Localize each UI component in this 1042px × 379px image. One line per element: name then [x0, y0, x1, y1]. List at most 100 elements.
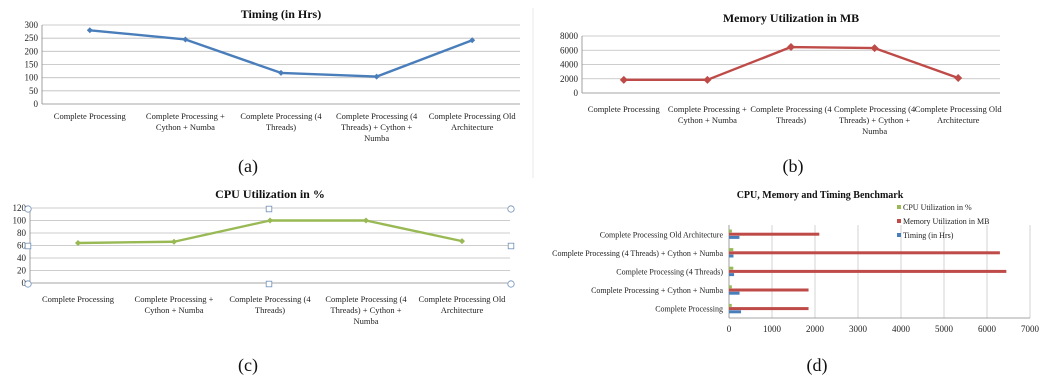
resize-handle-edge	[24, 242, 32, 250]
x-category-label: Numba	[353, 316, 378, 326]
bar	[729, 307, 809, 311]
x-category-label: Complete Processing (4	[834, 104, 916, 114]
x-category-label: Complete Processing	[54, 111, 127, 121]
x-category-label: Architecture	[937, 115, 980, 125]
y-tick-label: 150	[25, 60, 39, 70]
x-category-label: Cython + Numba	[678, 115, 737, 125]
legend-label: Memory Utilization in MB	[903, 217, 989, 226]
x-category-label: Complete Processing (4	[240, 111, 322, 121]
chart-title: Timing (in Hrs)	[241, 7, 321, 21]
x-category-label: Complete Processing +	[146, 111, 225, 121]
y-tick-label: 0	[574, 88, 579, 98]
x-category-label: Complete Processing (4	[336, 111, 418, 121]
x-tick-label: 4000	[892, 324, 911, 334]
bar	[729, 229, 732, 233]
x-category-label: Complete Processing (4	[325, 294, 407, 304]
x-category-label: Cython + Numba	[156, 122, 215, 132]
resize-handle-edge	[265, 205, 273, 213]
y-tick-label: 4000	[560, 60, 579, 70]
chart-title: CPU Utilization in %	[215, 187, 325, 201]
data-point	[86, 27, 93, 34]
y-tick-label: 6000	[560, 45, 579, 55]
y-category-label: Complete Processing + Cython + Numba	[591, 286, 723, 295]
figure-caption: (d)	[807, 355, 828, 376]
figure-caption: (a)	[238, 156, 258, 177]
bar	[729, 235, 740, 239]
resize-handle-corner	[507, 205, 515, 213]
line-chart-a: Timing (in Hrs) 0 50 100 150 200 250 300 Complet…	[25, 7, 520, 177]
line-chart-c: CPU Utilization in % 0 20 40 60 80 100 120 Compl…	[13, 187, 510, 376]
bar	[729, 269, 1007, 273]
bar	[729, 232, 820, 236]
x-category-label: Architecture	[441, 305, 484, 315]
x-category-label: Numba	[364, 133, 389, 143]
data-point	[278, 69, 284, 76]
data-point	[267, 217, 273, 224]
x-category-label: Threads)	[266, 122, 296, 132]
bar	[729, 266, 734, 270]
chart-title: Memory Utilization in MB	[723, 11, 859, 25]
y-category-label: Complete Processing	[655, 305, 723, 314]
x-category-label: Complete Processing +	[668, 104, 747, 114]
y-tick-label: 80	[17, 228, 27, 238]
y-tick-label: 0	[34, 99, 39, 109]
series-line	[623, 45, 959, 82]
data-point	[787, 43, 795, 52]
data-point	[373, 73, 380, 80]
resize-handle-corner	[24, 280, 32, 288]
x-tick-label: 6000	[978, 324, 997, 334]
x-category-label: Threads) + Cython +	[341, 122, 412, 132]
x-tick-label: 1000	[763, 324, 782, 334]
x-category-label: Threads) + Cython +	[839, 115, 910, 125]
bar	[729, 288, 809, 292]
data-point	[870, 44, 879, 53]
x-category-label: Cython + Numba	[144, 305, 203, 315]
series-line	[77, 219, 463, 245]
selection-handles	[24, 205, 515, 288]
x-category-label: Complete Processing Old	[419, 294, 507, 304]
resize-handle-corner	[507, 280, 515, 288]
legend-swatch	[897, 233, 901, 237]
y-category-label: Complete Processing Old Architecture	[600, 230, 724, 239]
legend-swatch	[897, 219, 901, 223]
data-point	[954, 74, 963, 83]
y-category-label: Complete Processing (4 Threads) + Cython…	[552, 249, 723, 258]
x-category-label: Architecture	[451, 122, 494, 132]
bar	[729, 291, 740, 295]
bar	[729, 251, 1000, 255]
data-point	[703, 75, 712, 84]
y-tick-label: 0	[22, 278, 27, 288]
resize-handle-edge	[265, 280, 273, 288]
data-point	[75, 240, 81, 246]
x-tick-label: 3000	[849, 324, 868, 334]
y-tick-label: 40	[17, 253, 27, 263]
x-tick-label: 2000	[806, 324, 825, 334]
y-tick-label: 50	[29, 86, 39, 96]
bar	[729, 273, 735, 277]
data-point	[459, 238, 465, 245]
x-tick-label: 7000	[1021, 324, 1040, 334]
y-tick-label: 200	[25, 46, 39, 56]
x-tick-label: 0	[727, 324, 732, 334]
y-tick-label: 250	[25, 33, 39, 43]
bar	[729, 303, 732, 307]
x-category-label: Complete Processing (4	[750, 104, 832, 114]
legend-label: CPU Utilization in %	[903, 203, 972, 212]
bar-chart-d: CPU, Memory and Timing Benchmark 0 1000 200…	[552, 190, 1039, 376]
resize-handle-corner	[24, 205, 32, 213]
bar	[729, 248, 734, 252]
chart-title: CPU, Memory and Timing Benchmark	[737, 190, 904, 201]
data-point	[171, 238, 177, 245]
x-category-label: Complete Processing +	[135, 294, 214, 304]
x-category-label: Complete Processing	[588, 104, 661, 114]
y-category-label: Complete Processing (4 Threads)	[616, 268, 723, 277]
x-category-label: Complete Processing (4	[229, 294, 311, 304]
data-point	[182, 36, 189, 43]
data-point	[619, 75, 628, 84]
figure-caption: (c)	[238, 355, 258, 376]
y-tick-label: 300	[25, 20, 39, 30]
bar	[729, 254, 734, 258]
legend-swatch	[897, 205, 901, 209]
data-point	[469, 37, 476, 44]
